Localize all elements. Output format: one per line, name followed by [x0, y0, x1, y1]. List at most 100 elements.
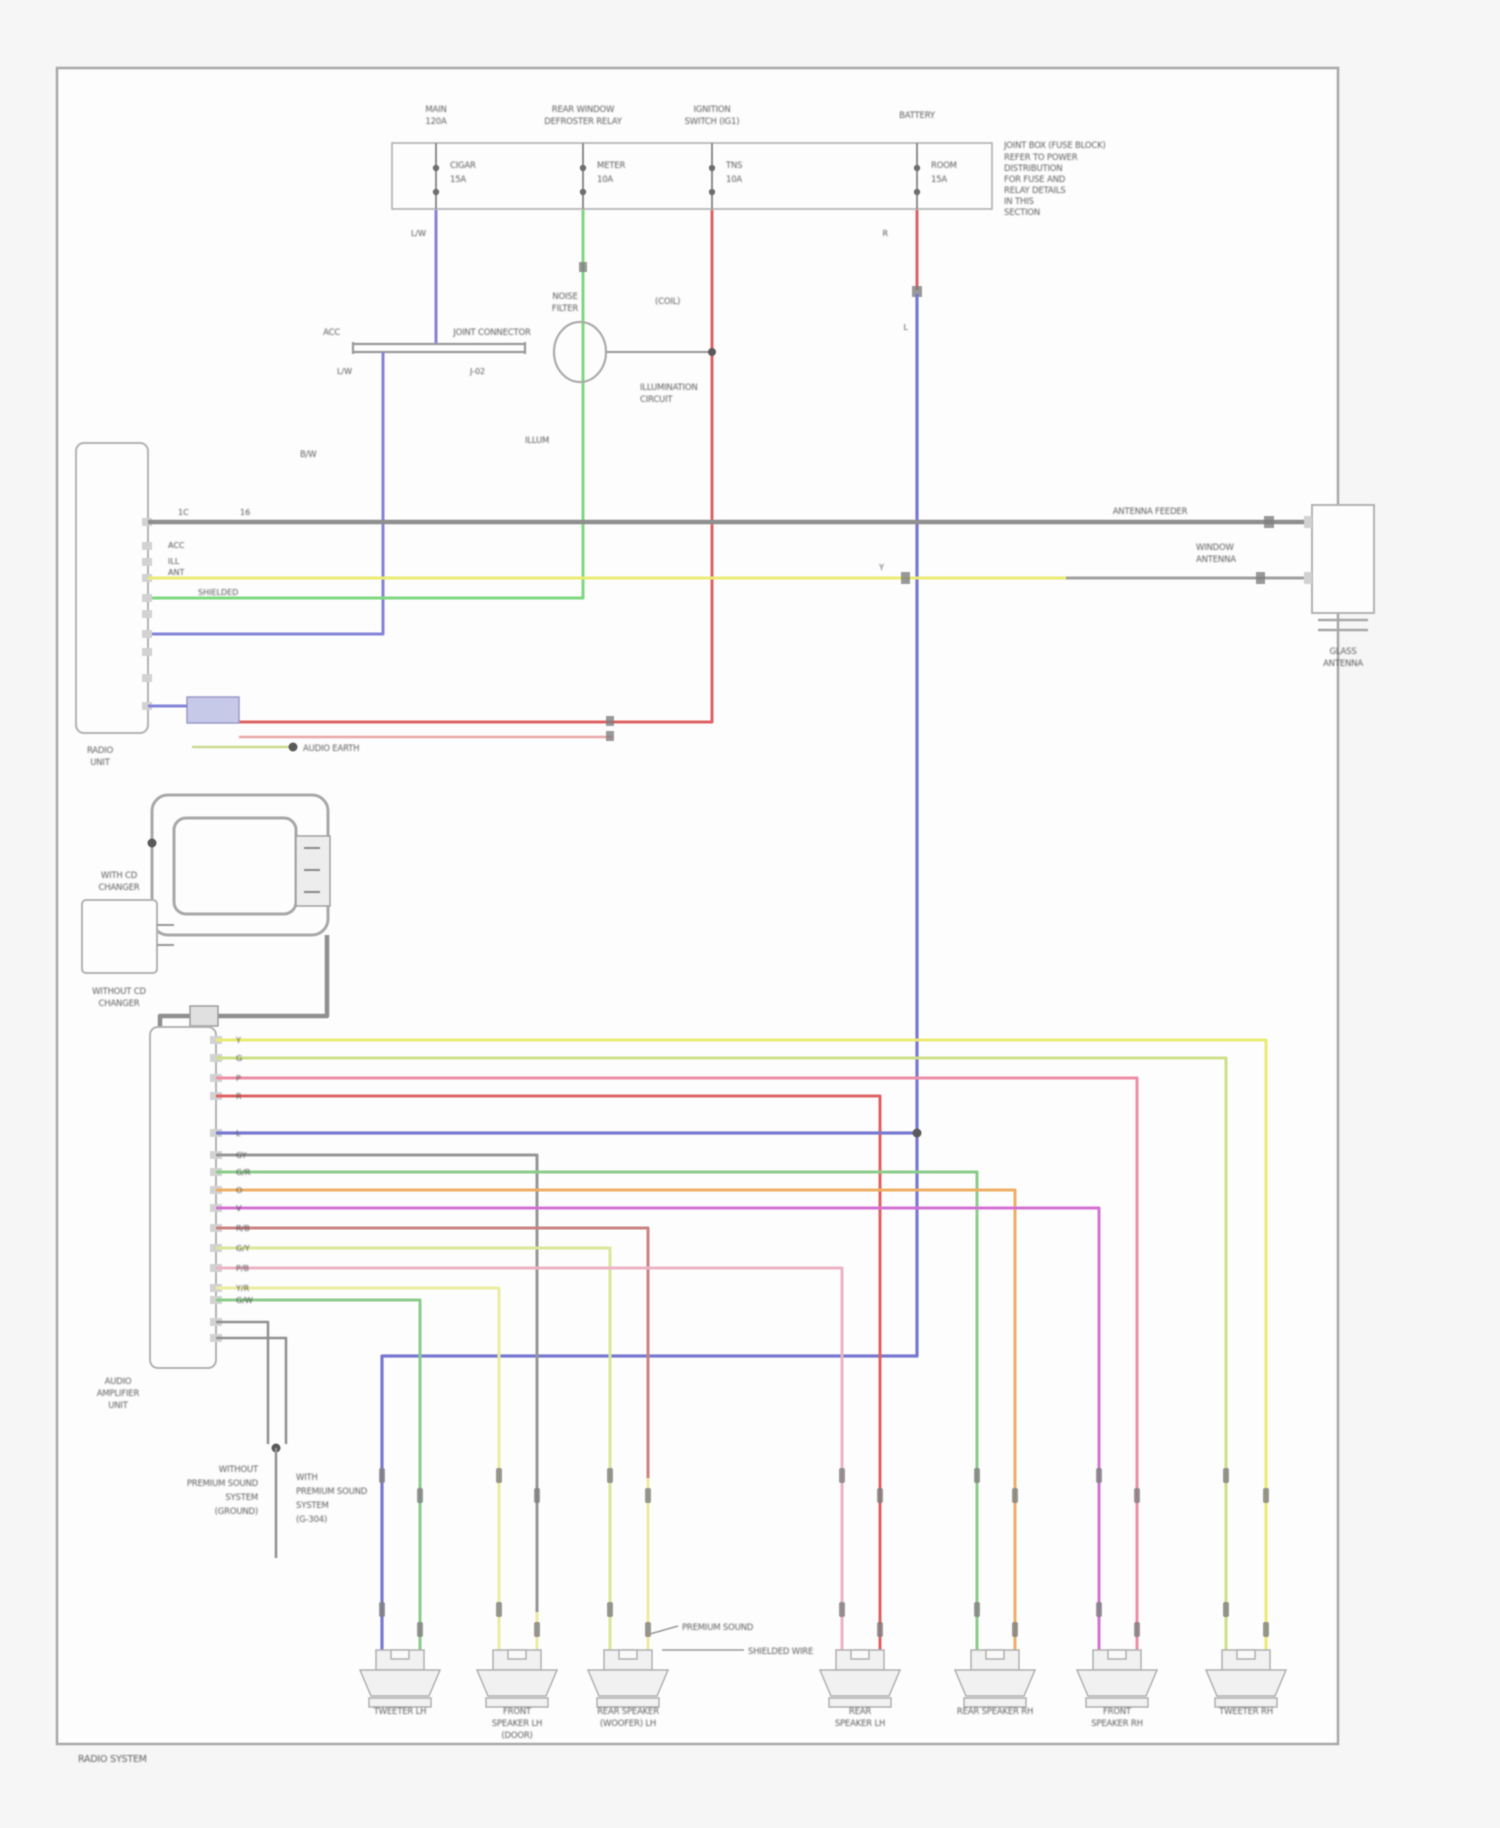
radio-pin-acc: ACC: [168, 541, 185, 550]
wire-red-main: [239, 210, 714, 724]
radio-name2: UNIT: [90, 758, 110, 768]
antenna-feeder-label: ANTENNA FEEDER: [1113, 507, 1188, 517]
cd-box-below1: WITHOUT CD: [92, 987, 146, 997]
radio-shield-label: SHIELDED: [198, 588, 238, 597]
shield-junction-box: AUDIO EARTH: [148, 696, 360, 754]
antenna-window-label1: WINDOW: [1196, 543, 1235, 553]
svg-text:(GROUND): (GROUND): [215, 1507, 258, 1517]
svg-text:SPEAKER RH: SPEAKER RH: [1091, 1719, 1143, 1729]
illumination-label1: ILLUMINATION: [640, 383, 697, 393]
illumination-label2: CIRCUIT: [640, 395, 673, 405]
svg-text:(G-304): (G-304): [296, 1515, 327, 1525]
svg-text:REAR SPEAKER: REAR SPEAKER: [597, 1707, 659, 1717]
feed-1-label2: 120A: [425, 117, 447, 127]
fuse-dots: [432, 164, 921, 196]
speaker-2: FRONT SPEAKER LH (DOOR): [475, 1649, 559, 1741]
wire-sp4l: [216, 1266, 844, 1652]
svg-text:P: P: [236, 1074, 241, 1083]
svg-text:DISTRIBUTION: DISTRIBUTION: [1004, 164, 1062, 174]
wire-sp6l: [216, 1206, 1101, 1652]
speaker-6: FRONT SPEAKER RH: [1075, 1649, 1159, 1729]
radio-pin-ant: ANT: [168, 568, 184, 577]
diagram-border: [55, 66, 1340, 1746]
radio-pin-ill: ILL: [168, 557, 180, 566]
wire-sp3r-red: [216, 1226, 650, 1478]
speaker-5: REAR SPEAKER RH: [953, 1649, 1037, 1717]
svg-text:G/Y: G/Y: [236, 1244, 250, 1253]
antenna-window-label2: ANTENNA: [1196, 555, 1236, 565]
speakers: TWEETER LH FRONT SPEAKER LH (DOOR) REAR …: [358, 1649, 1288, 1741]
wire-radio-acc-blue: [150, 352, 385, 636]
wire-sp5l: [216, 1170, 979, 1652]
wire-radio-green: [150, 210, 585, 600]
red-wire-end-mark1: [606, 716, 614, 726]
wire-sp2l: [216, 1286, 501, 1652]
noise-filter: NOISE FILTER (COIL) ILLUMINATION CIRCUIT…: [525, 292, 712, 446]
noise-filter-label2: FILTER: [552, 304, 579, 314]
svg-text:R/B: R/B: [236, 1224, 250, 1233]
radio-connector: B/W 1C 16 ACC ILL ANT SHIELDED RADIO UNI…: [75, 442, 317, 768]
svg-text:PREMIUM SOUND: PREMIUM SOUND: [187, 1479, 259, 1489]
fuse-3-name: TNS: [725, 161, 742, 171]
svg-text:SHIELDED WIRE: SHIELDED WIRE: [748, 1647, 813, 1657]
svg-text:Y: Y: [235, 1036, 241, 1045]
wire-code-y: Y: [878, 563, 884, 572]
svg-text:SPEAKER LH: SPEAKER LH: [835, 1719, 885, 1729]
audio-earth-label: AUDIO EARTH: [303, 744, 359, 754]
cd-box-below2: CHANGER: [99, 999, 140, 1009]
wire-amp-bus: [157, 935, 330, 1027]
loop-junction-dot: [147, 838, 157, 848]
feed-2-label: REAR WINDOW: [552, 105, 615, 115]
fuse-3-amp: 10A: [726, 175, 742, 185]
svg-text:FRONT: FRONT: [1103, 1707, 1132, 1717]
fuse-2-amp: 10A: [597, 175, 613, 185]
svg-text:(DOOR): (DOOR): [501, 1731, 532, 1741]
svg-text:JOINT BOX (FUSE BLOCK): JOINT BOX (FUSE BLOCK): [1003, 141, 1106, 151]
feed-3-label2: SWITCH (IG1): [685, 117, 740, 127]
svg-text:G: G: [236, 1054, 242, 1063]
amp-top-cap: [189, 1005, 219, 1027]
yellow-wire-connector-mark: [901, 572, 910, 584]
svg-text:P/B: P/B: [236, 1264, 249, 1273]
radio-name1: RADIO: [87, 746, 114, 756]
svg-text:IN THIS: IN THIS: [1004, 197, 1034, 207]
wire-sp1r: [216, 1298, 422, 1652]
wire-sp2r-gray: [216, 1153, 539, 1612]
fuse-2-name: METER: [597, 161, 625, 171]
svg-text:REFER TO POWER: REFER TO POWER: [1004, 153, 1078, 163]
svg-text:L: L: [236, 1129, 241, 1138]
junction-dot-red: [708, 348, 716, 356]
joint-bar-bl-label: L/W: [337, 367, 352, 376]
shielded-cable-loop: [150, 793, 331, 937]
cd-box-above1: WITH CD: [101, 871, 138, 881]
fuse-1-amp: 15A: [450, 175, 466, 185]
speaker-7: TWEETER RH: [1204, 1649, 1288, 1717]
wire-sp7r: [216, 1038, 1268, 1652]
svg-text:SYSTEM: SYSTEM: [296, 1501, 329, 1511]
svg-text:SPEAKER LH: SPEAKER LH: [492, 1719, 542, 1729]
wire-code-l: L: [904, 323, 909, 332]
amp-name2: AMPLIFIER: [97, 1389, 140, 1399]
svg-text:TWEETER RH: TWEETER RH: [1218, 1707, 1273, 1717]
fuse-symbols: [435, 143, 918, 209]
amp-wire-codes: YG PR L GY G/R O V R/B G/Y P/B Y/R G/W: [235, 1036, 253, 1305]
svg-text:WITH: WITH: [296, 1473, 318, 1483]
batt-wire-connector-mark: [912, 286, 922, 297]
antenna-box-label2: ANTENNA: [1323, 659, 1363, 669]
antenna-box-label1: GLASS: [1329, 647, 1356, 657]
radio-bus-label1: 1C: [178, 508, 189, 517]
wire-sp3l: [216, 1246, 612, 1652]
cd-box-above2: CHANGER: [99, 883, 140, 893]
svg-text:REAR SPEAKER RH: REAR SPEAKER RH: [957, 1707, 1033, 1717]
speaker-1: TWEETER LH: [358, 1649, 442, 1717]
joint-bar-br-label: J-02: [469, 367, 485, 376]
feed-3-label: IGNITION: [693, 105, 730, 115]
wire-sp7l: [216, 1056, 1228, 1652]
cd-changer-box: WITH CD CHANGER WITHOUT CD CHANGER: [81, 871, 174, 1009]
wire-code-r: R: [882, 229, 888, 238]
fuse-4-name: ROOM: [931, 161, 957, 171]
svg-text:V: V: [236, 1204, 242, 1213]
svg-text:FOR FUSE AND: FOR FUSE AND: [1004, 175, 1066, 185]
wire-sp4r: [216, 1094, 882, 1652]
